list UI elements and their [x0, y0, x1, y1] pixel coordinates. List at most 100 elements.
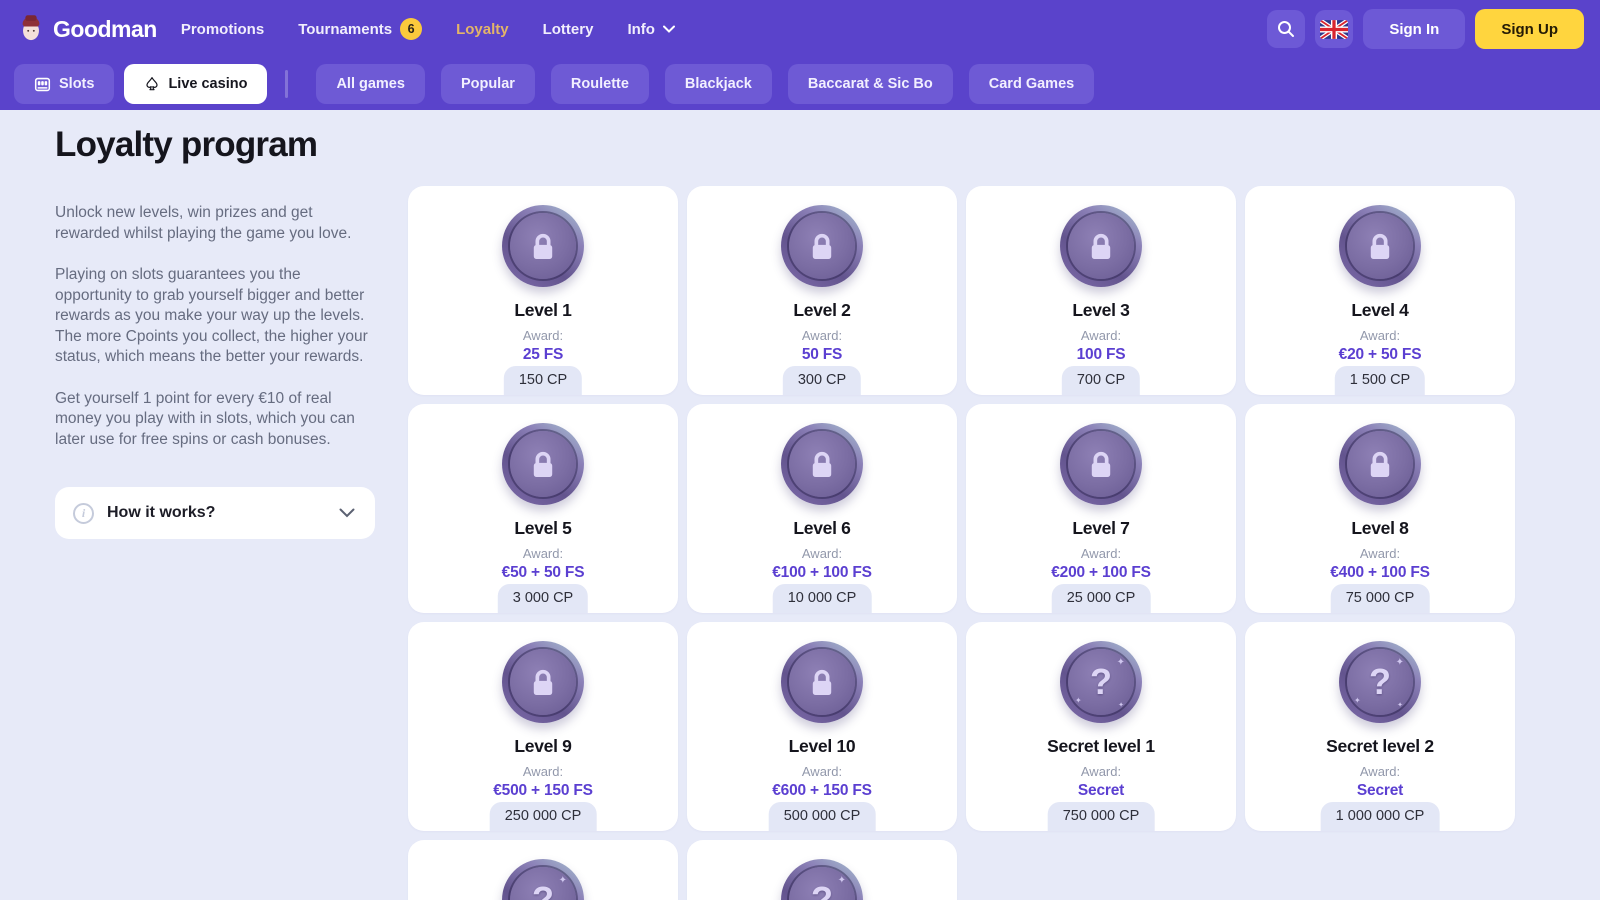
slot-machine-icon — [34, 77, 51, 91]
search-icon — [1278, 21, 1295, 37]
tab-all-games[interactable]: All games — [316, 64, 425, 104]
intro-paragraph: Get yourself 1 point for every €10 of re… — [55, 389, 355, 448]
award-label: Award: — [1359, 328, 1401, 343]
cp-requirement-badge: 250 000 CP — [489, 802, 597, 831]
tab-slots-label: Slots — [59, 76, 95, 92]
level-card: ? ✦✦✦ Level 3 Award: 100 FS 700 CP — [966, 186, 1236, 395]
coin-question-icon: ? ✦✦✦ — [532, 875, 567, 900]
category-pills: All games Popular Roulette Blackjack Bac… — [316, 64, 1095, 104]
cp-requirement-badge: 10 000 CP — [772, 584, 872, 613]
nav-tournaments[interactable]: Tournaments 6 — [298, 18, 423, 40]
cp-requirement-badge: 1 500 CP — [1334, 366, 1426, 395]
level-coin-icon: ? ✦✦✦ — [1339, 205, 1421, 287]
sign-up-button[interactable]: Sign Up — [1475, 9, 1584, 49]
cp-requirement-badge: 150 CP — [503, 366, 583, 395]
cp-requirement-badge: 75 000 CP — [1330, 584, 1430, 613]
level-card: ? ✦✦✦ Level 8 Award: €400 + 100 FS 75 00… — [1245, 404, 1515, 613]
tab-roulette[interactable]: Roulette — [550, 64, 649, 104]
how-it-works-expander[interactable]: i How it works? — [55, 487, 375, 539]
level-name: Level 10 — [788, 736, 856, 756]
award-label: Award: — [801, 546, 843, 561]
award-label: Award: — [801, 328, 843, 343]
chevron-down-icon — [339, 508, 355, 518]
award-label: Award: — [801, 764, 843, 779]
tab-baccarat-sicbo[interactable]: Baccarat & Sic Bo — [787, 64, 953, 104]
level-coin-icon: ? ✦✦✦ — [781, 859, 863, 900]
level-coin-icon: ? ✦✦✦ — [502, 205, 584, 287]
cp-requirement-badge: 750 000 CP — [1047, 802, 1155, 831]
level-card: ? ✦✦✦ Level 5 Award: €50 + 50 FS 3 000 C… — [408, 404, 678, 613]
language-button[interactable] — [1315, 10, 1354, 48]
coin-lock-icon — [502, 423, 584, 505]
level-card: ? ✦✦✦ Level 4 Award: €20 + 50 FS 1 500 C… — [1245, 186, 1515, 395]
level-card: ? ✦ ✦ ✦ Secret level 1 Award: Secret 750 0… — [966, 622, 1236, 831]
level-coin-icon: ? ✦✦✦ — [781, 423, 863, 505]
levels-grid: ? ✦✦✦ Level 1 Award: 25 FS 150 CP ? ✦✦✦ … — [408, 186, 1515, 900]
award-label: Award: — [1080, 546, 1122, 561]
award-value: Secret — [1077, 782, 1125, 799]
level-name: Level 1 — [514, 300, 572, 320]
cp-requirement-badge: 25 000 CP — [1051, 584, 1151, 613]
award-label: Award: — [522, 546, 564, 561]
coin-lock-icon — [1060, 205, 1142, 287]
award-value: €400 + 100 FS — [1330, 564, 1430, 581]
level-name: Secret level 2 — [1326, 736, 1434, 756]
level-card: ? ✦ ✦ ✦ Secret level 2 Award: Secret 1 000… — [1245, 622, 1515, 831]
brand-logo[interactable]: Goodman — [16, 12, 157, 47]
level-coin-icon: ? ✦✦✦ — [502, 641, 584, 723]
chevron-down-icon — [662, 25, 675, 33]
nav-loyalty[interactable]: Loyalty — [456, 21, 509, 38]
tab-blackjack[interactable]: Blackjack — [664, 64, 772, 104]
level-coin-icon: ? ✦✦✦ — [502, 859, 584, 900]
level-coin-icon: ? ✦✦✦ — [1339, 641, 1421, 723]
tab-slots[interactable]: Slots — [14, 64, 115, 104]
info-icon: i — [73, 502, 94, 524]
award-label: Award: — [522, 764, 564, 779]
intro-paragraph: Unlock new levels, win prizes and get re… — [55, 204, 352, 242]
cp-requirement-badge: 700 CP — [1061, 366, 1141, 395]
uk-flag-icon — [1320, 19, 1349, 39]
brand-name: Goodman — [53, 15, 157, 42]
level-coin-icon: ? ✦✦✦ — [502, 423, 584, 505]
coin-lock-icon — [1060, 423, 1142, 505]
nav-lottery[interactable]: Lottery — [543, 21, 594, 38]
nav-info-label: Info — [627, 20, 655, 38]
award-value: €20 + 50 FS — [1338, 346, 1422, 363]
level-coin-icon: ? ✦✦✦ — [781, 205, 863, 287]
coin-lock-icon — [1339, 205, 1421, 287]
coin-question-icon: ? ✦✦✦ — [1354, 657, 1404, 709]
level-card: ? ✦✦✦ — [408, 840, 678, 900]
coin-lock-icon — [502, 641, 584, 723]
level-coin-icon: ? ✦✦✦ — [1339, 423, 1421, 505]
award-value: 50 FS — [801, 346, 843, 363]
award-value: €50 + 50 FS — [501, 564, 585, 581]
sign-in-button[interactable]: Sign In — [1363, 9, 1466, 49]
page-title: Loyalty program — [55, 125, 318, 164]
level-name: Level 8 — [1351, 518, 1409, 538]
tab-card-games[interactable]: Card Games — [968, 64, 1095, 104]
tab-live-casino-label: Live casino — [168, 76, 248, 92]
level-name: Level 7 — [1072, 518, 1130, 538]
tab-live-casino[interactable]: Live casino — [124, 64, 268, 104]
coin-lock-icon — [781, 423, 863, 505]
nav-info[interactable]: Info — [627, 21, 675, 38]
level-card: ? ✦✦✦ Level 10 Award: €600 + 150 FS 500 … — [687, 622, 957, 831]
award-value: 100 FS — [1076, 346, 1126, 363]
tab-popular[interactable]: Popular — [440, 64, 535, 104]
cp-requirement-badge: 1 000 000 CP — [1320, 802, 1440, 831]
level-coin-icon: ? ✦✦✦ — [1060, 641, 1142, 723]
nav-promotions[interactable]: Promotions — [181, 21, 264, 38]
level-name: Level 5 — [514, 518, 572, 538]
coin-question-icon: ? ✦✦✦ — [1075, 657, 1125, 709]
award-value: Secret — [1356, 782, 1404, 799]
cp-requirement-badge: 300 CP — [782, 366, 862, 395]
search-button[interactable] — [1267, 10, 1306, 48]
award-value: €100 + 100 FS — [772, 564, 872, 581]
main-content: Loyalty program Unlock new levels, win p… — [0, 110, 1600, 900]
loyalty-intro-sidebar: Unlock new levels, win prizes and get re… — [55, 186, 375, 900]
nav-loyalty-label: Loyalty — [456, 20, 509, 38]
intro-paragraph: Playing on slots guarantees you the oppo… — [55, 266, 368, 365]
spade-icon — [146, 77, 159, 91]
level-name: Level 3 — [1072, 300, 1130, 320]
header-actions: Sign In Sign Up — [1267, 9, 1584, 49]
